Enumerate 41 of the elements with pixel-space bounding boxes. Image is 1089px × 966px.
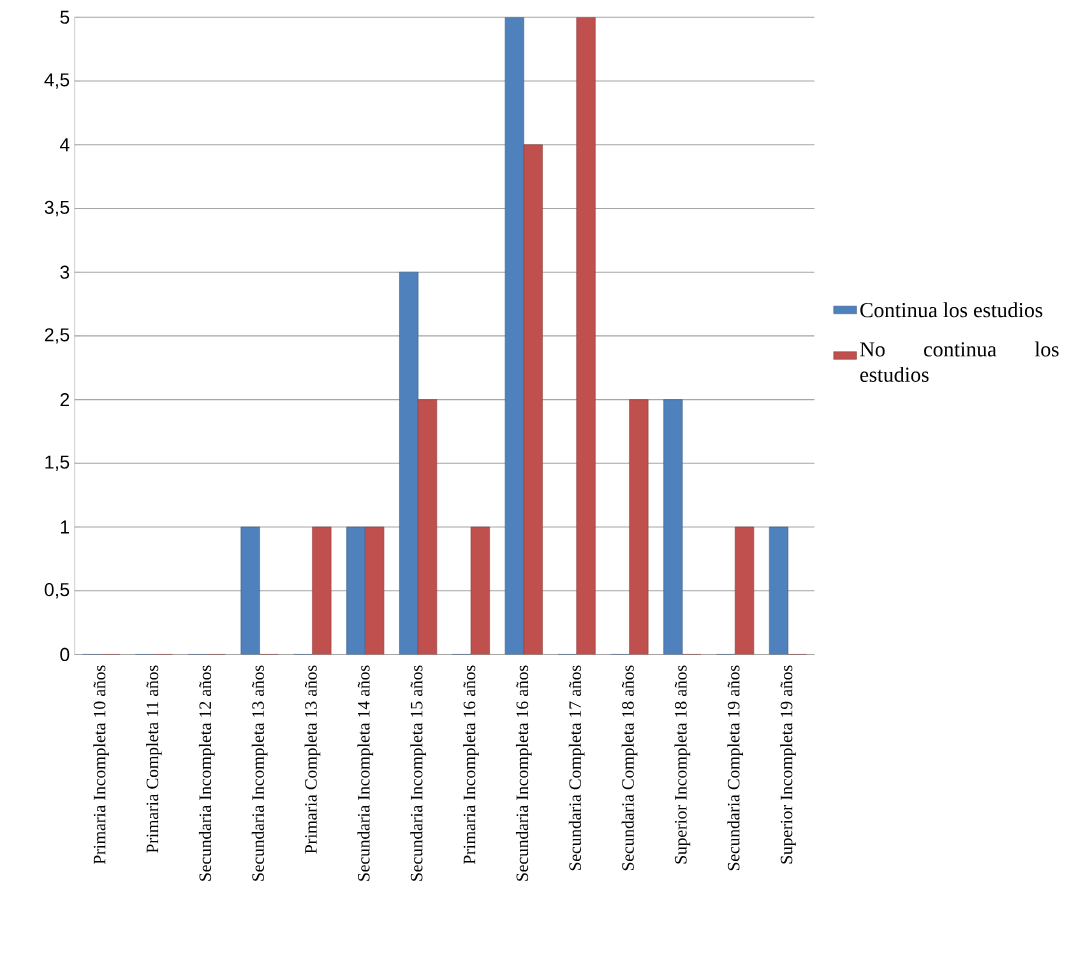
bar [399, 271, 419, 655]
x-tick-label: Primaria Completa 11 años [146, 665, 162, 853]
y-tick-label: 3 [60, 265, 70, 279]
bar [576, 17, 596, 655]
x-tick-label: Secundaria Incompleta 12 años [198, 665, 215, 881]
x-tick-label: Secundaria Incompleta 15 años [410, 665, 426, 881]
legend-label: No continua los estudios [860, 341, 1059, 382]
y-tick-label: 3,5 [44, 200, 70, 216]
x-tick-label: Secundaria Completa 19 años [727, 665, 744, 870]
bar [470, 526, 490, 655]
y-tick-label: 2,5 [44, 327, 70, 344]
x-tick-label: Superior Incompleta 19 años [780, 665, 796, 864]
y-tick-label: 0,5 [44, 582, 70, 599]
y-tick-label: 0 [60, 647, 70, 661]
y-tick-label: 1,5 [45, 455, 70, 471]
bar [365, 526, 385, 655]
bar [629, 399, 649, 655]
x-tick-label: Primaria Incompleta 10 años [93, 665, 109, 864]
y-tick-label: 1 [60, 520, 70, 534]
bar [240, 526, 260, 655]
x-tick-label: Secundaria Completa 17 años [568, 665, 585, 870]
y-tick-label: 5 [60, 10, 70, 24]
x-tick-label: Secundaria Completa 18 años [621, 665, 638, 870]
bar [312, 526, 332, 655]
x-tick-label: Secundaria Incompleta 16 años [515, 665, 532, 881]
x-tick-label: Primaria Incompleta 16 años [463, 665, 479, 864]
y-tick-label: 2 [60, 392, 70, 406]
x-tick-label: Secundaria Incompleta 14 años [357, 665, 374, 881]
bar [346, 526, 366, 655]
x-tick-label: Superior Incompleta 18 años [674, 665, 691, 864]
bar [523, 144, 543, 655]
y-tick-label: 4 [59, 138, 70, 151]
bar [663, 399, 683, 655]
bar [417, 399, 438, 655]
bar [504, 17, 525, 655]
x-tick-label: Primaria Completa 13 años [304, 665, 321, 854]
bar [734, 526, 755, 655]
bar [769, 526, 789, 655]
x-tick-label: Secundaria Incompleta 13 años [251, 665, 268, 881]
y-tick-label: 4,5 [44, 73, 70, 89]
legend-label: Continua los estudios [860, 302, 1043, 318]
